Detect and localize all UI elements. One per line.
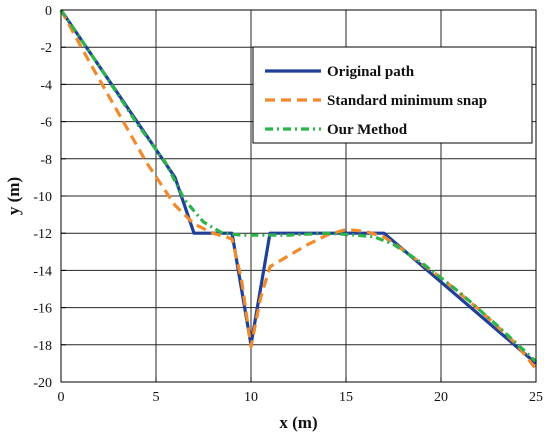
y-axis-label: y (m) [4, 177, 23, 215]
y-tick-label: -4 [40, 78, 52, 93]
y-tick-label: -12 [33, 227, 52, 242]
y-tick-label: 0 [45, 4, 52, 19]
y-tick-label: -8 [40, 153, 52, 168]
series-line-1 [59, 9, 538, 370]
y-tick-label: -10 [33, 190, 52, 205]
x-axis-ticks: 0 5 10 15 20 25 [58, 377, 543, 405]
y-tick-label: -18 [33, 339, 52, 354]
y-tick-label: -16 [33, 302, 52, 317]
y-tick-label: -14 [33, 264, 52, 279]
x-axis-label: x (m) [279, 413, 317, 432]
legend-label: Standard minimum snap [327, 93, 487, 109]
y-axis-ticks: 0 -2 -4 -6 -8 -10 -12 -14 -16 -18 -20 [33, 4, 66, 391]
legend-label: Our Method [327, 122, 408, 138]
series-line-2 [59, 9, 538, 363]
legend: Original path Standard minimum snap Our Me… [252, 46, 533, 144]
x-tick-label: 0 [58, 390, 65, 405]
y-tick-label: -20 [33, 376, 52, 391]
series-group [59, 9, 538, 370]
x-tick-label: 15 [339, 390, 353, 405]
x-tick-label: 20 [434, 390, 448, 405]
legend-label: Original path [327, 64, 415, 80]
x-tick-label: 5 [153, 390, 160, 405]
y-tick-label: -6 [40, 116, 52, 131]
legend-box [252, 46, 533, 144]
x-tick-label: 10 [244, 390, 258, 405]
y-tick-label: -2 [40, 41, 52, 56]
x-tick-label: 25 [529, 390, 543, 405]
